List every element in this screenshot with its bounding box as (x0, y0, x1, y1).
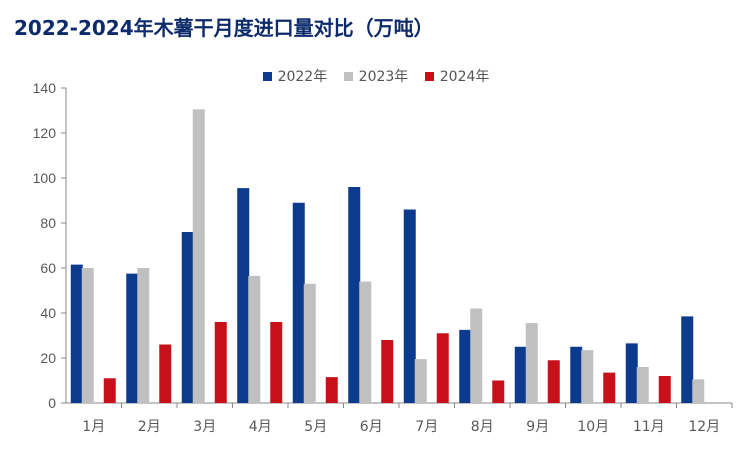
y-tick-label: 0 (48, 395, 56, 411)
bar-2024-1 (103, 378, 116, 403)
bar-2023-7 (414, 359, 427, 403)
legend-swatch-2023 (343, 71, 353, 81)
bar-2023-3 (192, 109, 205, 403)
legend-swatch-2024 (424, 71, 434, 81)
x-tick-label: 10月 (577, 419, 609, 435)
bar-2024-6 (381, 340, 394, 403)
y-tick-label: 120 (33, 125, 57, 141)
bar-2022-1 (70, 264, 83, 403)
y-tick-label: 80 (40, 215, 56, 231)
x-tick-label: 8月 (471, 419, 494, 435)
x-tick-label: 5月 (304, 419, 327, 435)
legend-label-2022: 2022年 (277, 69, 328, 85)
bar-2022-3 (181, 232, 194, 403)
bar-2022-7 (403, 209, 416, 403)
x-tick-label: 4月 (249, 419, 272, 435)
x-tick-label: 7月 (415, 419, 438, 435)
bar-2024-2 (159, 344, 172, 403)
y-tick-label: 20 (40, 350, 56, 366)
bar-2022-2 (126, 273, 139, 403)
y-tick-label: 60 (40, 260, 56, 276)
bar-2023-12 (692, 379, 705, 403)
bar-2023-10 (581, 350, 594, 403)
legend-label-2024: 2024年 (439, 69, 490, 85)
legend-label-2023: 2023年 (358, 69, 409, 85)
legend-swatch-2022 (262, 71, 272, 81)
bar-2023-11 (636, 367, 649, 403)
bar-2022-9 (514, 346, 527, 403)
y-tick-label: 140 (33, 80, 57, 96)
bar-2023-8 (470, 308, 483, 403)
y-tick-label: 100 (33, 170, 57, 186)
bar-2022-4 (237, 188, 250, 403)
bar-2022-11 (625, 343, 638, 403)
bar-2023-9 (525, 323, 538, 403)
bar-2024-7 (436, 333, 449, 403)
bar-2024-3 (214, 322, 227, 403)
chart-legend: 2022年 2023年 2024年 (0, 66, 752, 86)
bar-2024-9 (547, 360, 560, 403)
bar-2024-5 (325, 377, 338, 403)
x-tick-label: 2月 (138, 419, 161, 435)
legend-item-2023: 2023年 (343, 66, 409, 86)
bar-2024-10 (603, 372, 616, 403)
bar-2022-8 (459, 329, 472, 403)
bar-2023-4 (248, 275, 261, 403)
bar-2023-2 (137, 268, 150, 403)
x-tick-label: 12月 (688, 419, 720, 435)
bar-2023-6 (359, 281, 372, 403)
bar-2024-8 (492, 380, 505, 403)
bar-2022-5 (292, 202, 305, 403)
y-tick-label: 40 (40, 305, 56, 321)
bar-2023-5 (303, 283, 316, 403)
x-tick-label: 6月 (360, 419, 383, 435)
x-tick-label: 11月 (633, 419, 665, 435)
chart-title: 2022-2024年木薯干月度进口量对比（万吨） (14, 16, 434, 40)
bar-2022-10 (570, 346, 583, 403)
x-tick-label: 1月 (82, 419, 105, 435)
x-tick-label: 9月 (526, 419, 549, 435)
legend-item-2024: 2024年 (424, 66, 490, 86)
bar-2023-1 (81, 268, 94, 403)
legend-item-2022: 2022年 (262, 66, 328, 86)
bar-2024-4 (270, 322, 283, 403)
bar-2022-12 (681, 316, 694, 403)
bar-2024-11 (658, 376, 671, 403)
bar-2022-6 (348, 187, 361, 403)
x-tick-label: 3月 (193, 419, 216, 435)
